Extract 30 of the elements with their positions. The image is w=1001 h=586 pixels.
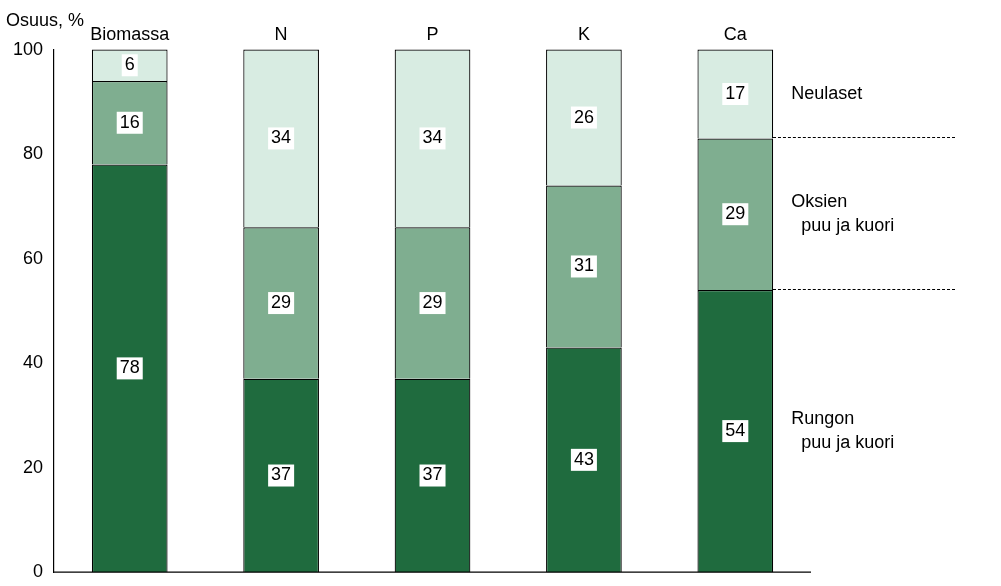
y-tick-label: 20 (23, 456, 44, 477)
data-label: 34 (271, 127, 292, 148)
y-tick-label: 80 (23, 143, 44, 164)
y-tick-label: 40 (23, 352, 44, 373)
data-label: 16 (119, 111, 140, 132)
data-label: 54 (725, 420, 746, 441)
series-label: Rungon puu ja kuori (791, 408, 895, 453)
data-label: 43 (573, 448, 594, 469)
data-label: 29 (422, 292, 443, 313)
data-label: 37 (422, 464, 443, 485)
x-tick-label: Ca (723, 23, 748, 44)
x-tick-label: Biomassa (90, 23, 171, 44)
x-tick-label: P (426, 23, 439, 44)
data-label: 6 (124, 54, 135, 75)
data-label: 34 (422, 127, 443, 148)
x-tick-label: N (274, 23, 288, 44)
data-label: 26 (573, 106, 594, 127)
data-label: 29 (271, 292, 292, 313)
y-axis-title: Osuus, % (6, 10, 85, 31)
series-label: Neulaset (791, 82, 863, 103)
series-label: Oksien puu ja kuori (791, 191, 895, 236)
y-tick-label: 0 (33, 561, 44, 582)
data-label: 31 (573, 255, 594, 276)
x-tick-label: K (577, 23, 590, 44)
y-tick-label: 60 (23, 247, 44, 268)
y-tick-label: 100 (12, 38, 44, 59)
data-label: 37 (271, 464, 292, 485)
data-label: 29 (725, 203, 746, 224)
data-label: 78 (119, 357, 140, 378)
data-label: 17 (725, 82, 746, 103)
